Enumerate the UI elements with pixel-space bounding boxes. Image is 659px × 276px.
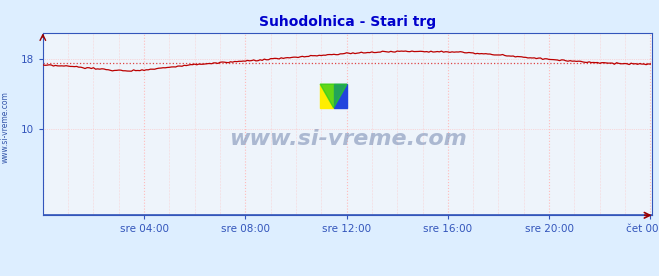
Text: www.si-vreme.com: www.si-vreme.com [1,91,10,163]
Polygon shape [320,84,347,108]
Bar [320,84,333,108]
Text: www.si-vreme.com: www.si-vreme.com [229,129,467,149]
Title: Suhodolnica - Stari trg: Suhodolnica - Stari trg [259,15,436,29]
Bar [333,84,347,108]
